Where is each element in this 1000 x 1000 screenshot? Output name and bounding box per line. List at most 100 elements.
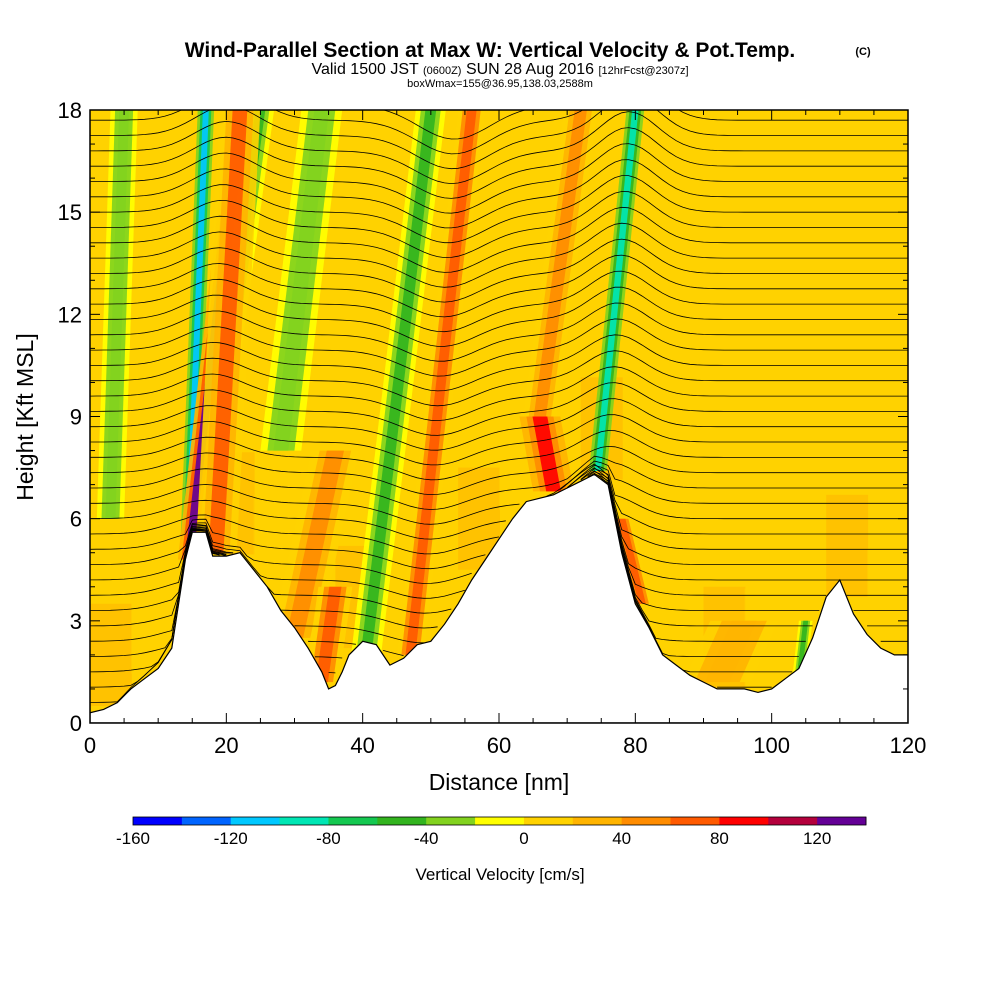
colorbar-swatch [133,817,183,825]
theta-contour [90,238,908,303]
chart-subtitle-2: boxWmax=155@36.95,138.03,2588m [407,78,593,90]
colorbar-tick-label: -160 [116,829,150,848]
theta-contour [90,382,908,436]
theta-contour [90,175,908,244]
subtitle-valid: Valid 1500 JST [311,61,419,78]
theta-contour [90,350,908,407]
theta-contour [90,398,908,451]
colorbar-swatch [328,817,378,825]
subtitle-forecast: [12hrFcst@2307z] [598,65,688,77]
theta-contour [90,191,908,259]
updraft-band-2-level-2 [285,450,344,638]
downdraft-band-7-level-2 [273,110,330,451]
x-tick-label: 40 [350,733,374,758]
theta-contour [382,110,527,140]
lower-field-cell [90,603,132,706]
updraft-band-7-level-2 [533,110,587,417]
chart-subtitle: Valid 1500 JST (0600Z) SUN 28 Aug 2016 [… [311,61,688,78]
x-tick-label: 0 [84,733,96,758]
axes: 0 20 40 60 80 100 120 0 3 6 9 12 15 18 [58,98,927,758]
downdraft-band-5-level-2 [796,620,809,679]
theta-contour [90,206,908,273]
theta-contour [90,366,908,422]
colorbar-tick-label: 0 [519,829,528,848]
theta-contour [90,484,908,614]
colorbar-tick-label: 80 [710,829,729,848]
colorbar-title: Vertical Velocity [cm/s] [415,865,584,884]
theta-contour [90,110,908,170]
x-tick-label: 80 [623,733,647,758]
theta-contour [90,111,908,185]
updraft-band-3-level-2 [315,586,342,683]
downdraft-band-0-level-2 [185,110,209,536]
y-tick-label: 3 [70,609,82,634]
theta-contour [90,516,908,644]
updraft-band-6-level-2 [618,518,646,604]
chart-title: Wind-Parallel Section at Max W: Vertical… [185,39,796,62]
theta-contour [90,318,908,377]
theta-contour [90,455,908,510]
x-tick-label: 60 [487,733,511,758]
theta-contour [90,464,908,540]
x-tick-label: 20 [214,733,238,758]
colorbar-swatch [572,817,623,825]
y-tick-label: 12 [58,302,82,327]
chart-title-mark: (C) [855,46,871,58]
colorbar-swatch [426,817,476,825]
theta-contour [90,414,908,466]
y-tick-label: 15 [58,200,82,225]
colorbar-tick-label: -120 [214,829,248,848]
colorbar-tick-label: 40 [612,829,631,848]
colorbar-swatch [377,817,427,825]
y-tick-label: 0 [70,711,82,736]
colorbar-swatch [768,817,818,825]
colorbar-swatch [621,817,672,825]
theta-contour [90,286,908,347]
theta-contour [90,468,908,555]
colorbar-swatch [181,817,232,825]
colorbar-swatch [670,817,720,825]
theta-contour [90,222,908,288]
theta-contour [90,127,908,199]
theta-contour [90,143,908,214]
x-tick-label: 120 [890,733,927,758]
terrain [90,473,908,723]
downdraft-band-4-level-2 [594,110,639,471]
theta-contour [90,478,908,599]
theta-contour [90,110,908,155]
updraft-band-5-level-2 [532,416,561,492]
colorbar-tick-label: -80 [316,829,341,848]
x-axis-label: Distance [nm] [429,769,570,795]
subtitle-date: SUN 28 Aug 2016 [466,61,594,78]
theta-contour [90,334,908,392]
theta-contour [90,473,908,584]
colorbar-swatch [719,817,769,825]
subtitle-utc: (0600Z) [423,65,462,77]
y-tick-label: 6 [70,507,82,532]
plot-area [90,110,908,723]
theta-contour [90,254,908,318]
lower-field-cell [826,494,869,597]
y-tick-label: 9 [70,405,82,430]
theta-contour [90,430,908,481]
colorbar-tick-label: -40 [414,829,439,848]
theta-contour [90,445,908,496]
x-tick-label: 100 [753,733,790,758]
downdraft-band-2-level-2 [360,110,437,655]
theta-contour [90,302,908,362]
theta-contour [90,159,908,229]
potential-temperature-contours [90,110,908,703]
theta-contour [90,471,908,570]
colorbar-swatch [817,817,867,825]
theta-contour [90,515,908,629]
colorbar: -160 -120 -80 -40 0 40 80 120 [116,816,867,848]
y-axis-label: Height [Kft MSL] [12,333,38,500]
colorbar-swatch [523,817,574,825]
updraft-band-4-level-2 [405,110,477,655]
colorbar-swatch [230,817,281,825]
y-tick-label: 18 [58,98,82,123]
theta-contour [90,516,908,656]
colorbar-frame [132,816,867,826]
updraft-band-1-level-2 [208,110,248,553]
